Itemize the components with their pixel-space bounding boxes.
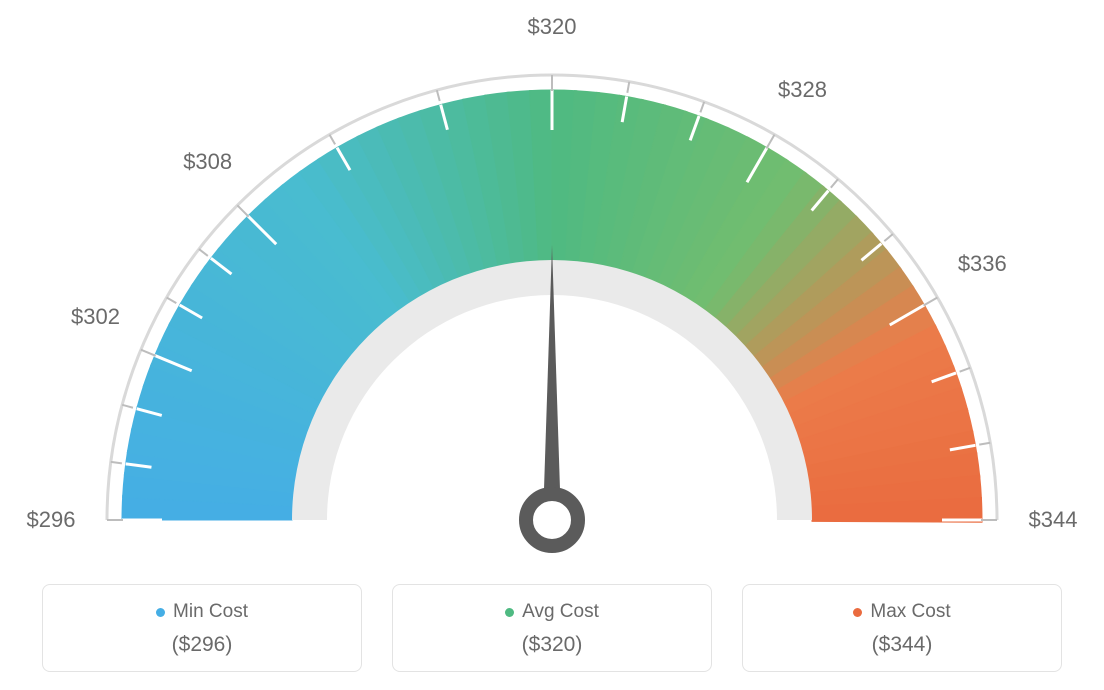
gauge-tick-label: $336 [958,251,1007,277]
legend-label-min: Min Cost [173,601,248,623]
gauge-tick-label: $344 [1029,507,1078,533]
legend-card-avg: Avg Cost ($320) [392,584,712,672]
gauge-tick-label: $302 [71,304,120,330]
dot-icon-avg [505,608,514,617]
gauge-tick-label: $308 [183,149,232,175]
legend-card-min: Min Cost ($296) [42,584,362,672]
legend-title-min: Min Cost [156,601,248,623]
gauge-svg [0,0,1104,560]
legend-value-avg: ($320) [403,633,701,657]
legend-row: Min Cost ($296) Avg Cost ($320) Max Cost… [0,584,1104,672]
legend-card-max: Max Cost ($344) [742,584,1062,672]
gauge-chart: $296 $302 $308 $320 $328 $336 $344 [0,0,1104,560]
legend-value-min: ($296) [53,633,351,657]
gauge-tick-label: $328 [778,77,827,103]
dot-icon-max [853,608,862,617]
legend-title-max: Max Cost [853,601,950,623]
gauge-tick-label: $320 [528,14,577,40]
legend-label-avg: Avg Cost [522,601,599,623]
dot-icon-min [156,608,165,617]
gauge-tick-label: $296 [27,507,76,533]
legend-label-max: Max Cost [870,601,950,623]
legend-value-max: ($344) [753,633,1051,657]
legend-title-avg: Avg Cost [505,601,599,623]
